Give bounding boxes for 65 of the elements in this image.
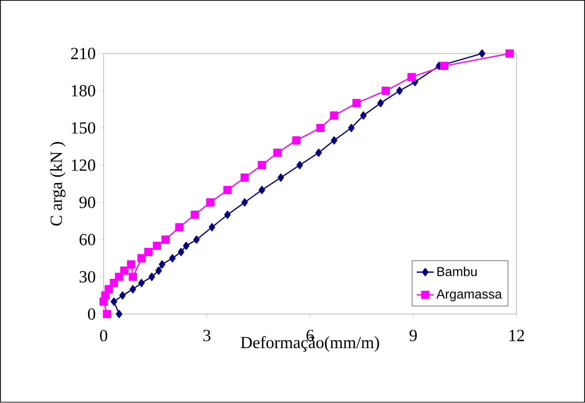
- y-axis-title: C arga (kN ): [50, 142, 66, 226]
- point: [240, 174, 249, 182]
- point: [175, 223, 184, 232]
- point: [190, 210, 199, 220]
- point: [352, 99, 361, 108]
- y-tick-label: 120: [72, 160, 96, 172]
- point: [155, 266, 162, 275]
- point: [158, 260, 166, 269]
- point: [119, 292, 126, 300]
- point: [316, 124, 324, 132]
- y-tick-label: 210: [71, 48, 96, 60]
- x-tick-label: 0: [100, 330, 108, 342]
- x-tick-label: 12: [509, 330, 524, 342]
- y-tick-label: 90: [79, 196, 96, 208]
- y-tick-label: 180: [72, 85, 96, 97]
- point: [104, 285, 113, 294]
- point: [382, 86, 390, 96]
- point: [130, 285, 136, 294]
- point: [330, 112, 338, 120]
- point: [193, 236, 200, 244]
- point: [396, 86, 403, 96]
- point: [377, 99, 384, 108]
- point: [102, 310, 112, 318]
- point: [128, 272, 137, 282]
- point: [152, 242, 162, 250]
- point: [161, 236, 170, 244]
- point: [110, 298, 118, 306]
- point: [224, 210, 231, 220]
- y-tick-label: 60: [80, 234, 96, 246]
- point: [208, 223, 216, 232]
- point: [178, 248, 184, 256]
- point: [315, 148, 322, 158]
- point: [440, 62, 448, 70]
- point: [478, 50, 486, 58]
- legend-label: Argamassa: [436, 290, 502, 302]
- point: [223, 186, 232, 194]
- x-tick-label: 9: [410, 330, 417, 342]
- point: [258, 186, 266, 194]
- point: [120, 266, 128, 275]
- point: [127, 260, 136, 269]
- point: [169, 254, 176, 263]
- y-tick-label: 30: [80, 271, 96, 283]
- point: [407, 73, 416, 82]
- point: [258, 161, 266, 170]
- point: [360, 112, 367, 120]
- point: [348, 124, 355, 132]
- point: [148, 272, 156, 282]
- point: [116, 310, 122, 318]
- point: [138, 279, 145, 288]
- point: [505, 50, 514, 58]
- y-tick-label: 150: [72, 122, 96, 134]
- legend-label: Bambu: [437, 266, 477, 276]
- point: [241, 198, 248, 207]
- point: [330, 136, 338, 145]
- y-tick-label: 0: [88, 308, 96, 320]
- point: [182, 242, 190, 250]
- point: [137, 254, 146, 263]
- point: [114, 272, 124, 282]
- point: [206, 198, 214, 207]
- point: [278, 174, 284, 182]
- point: [273, 148, 282, 158]
- point: [144, 248, 152, 256]
- point: [292, 136, 300, 145]
- point: [296, 161, 303, 170]
- x-tick-label: 3: [203, 330, 210, 342]
